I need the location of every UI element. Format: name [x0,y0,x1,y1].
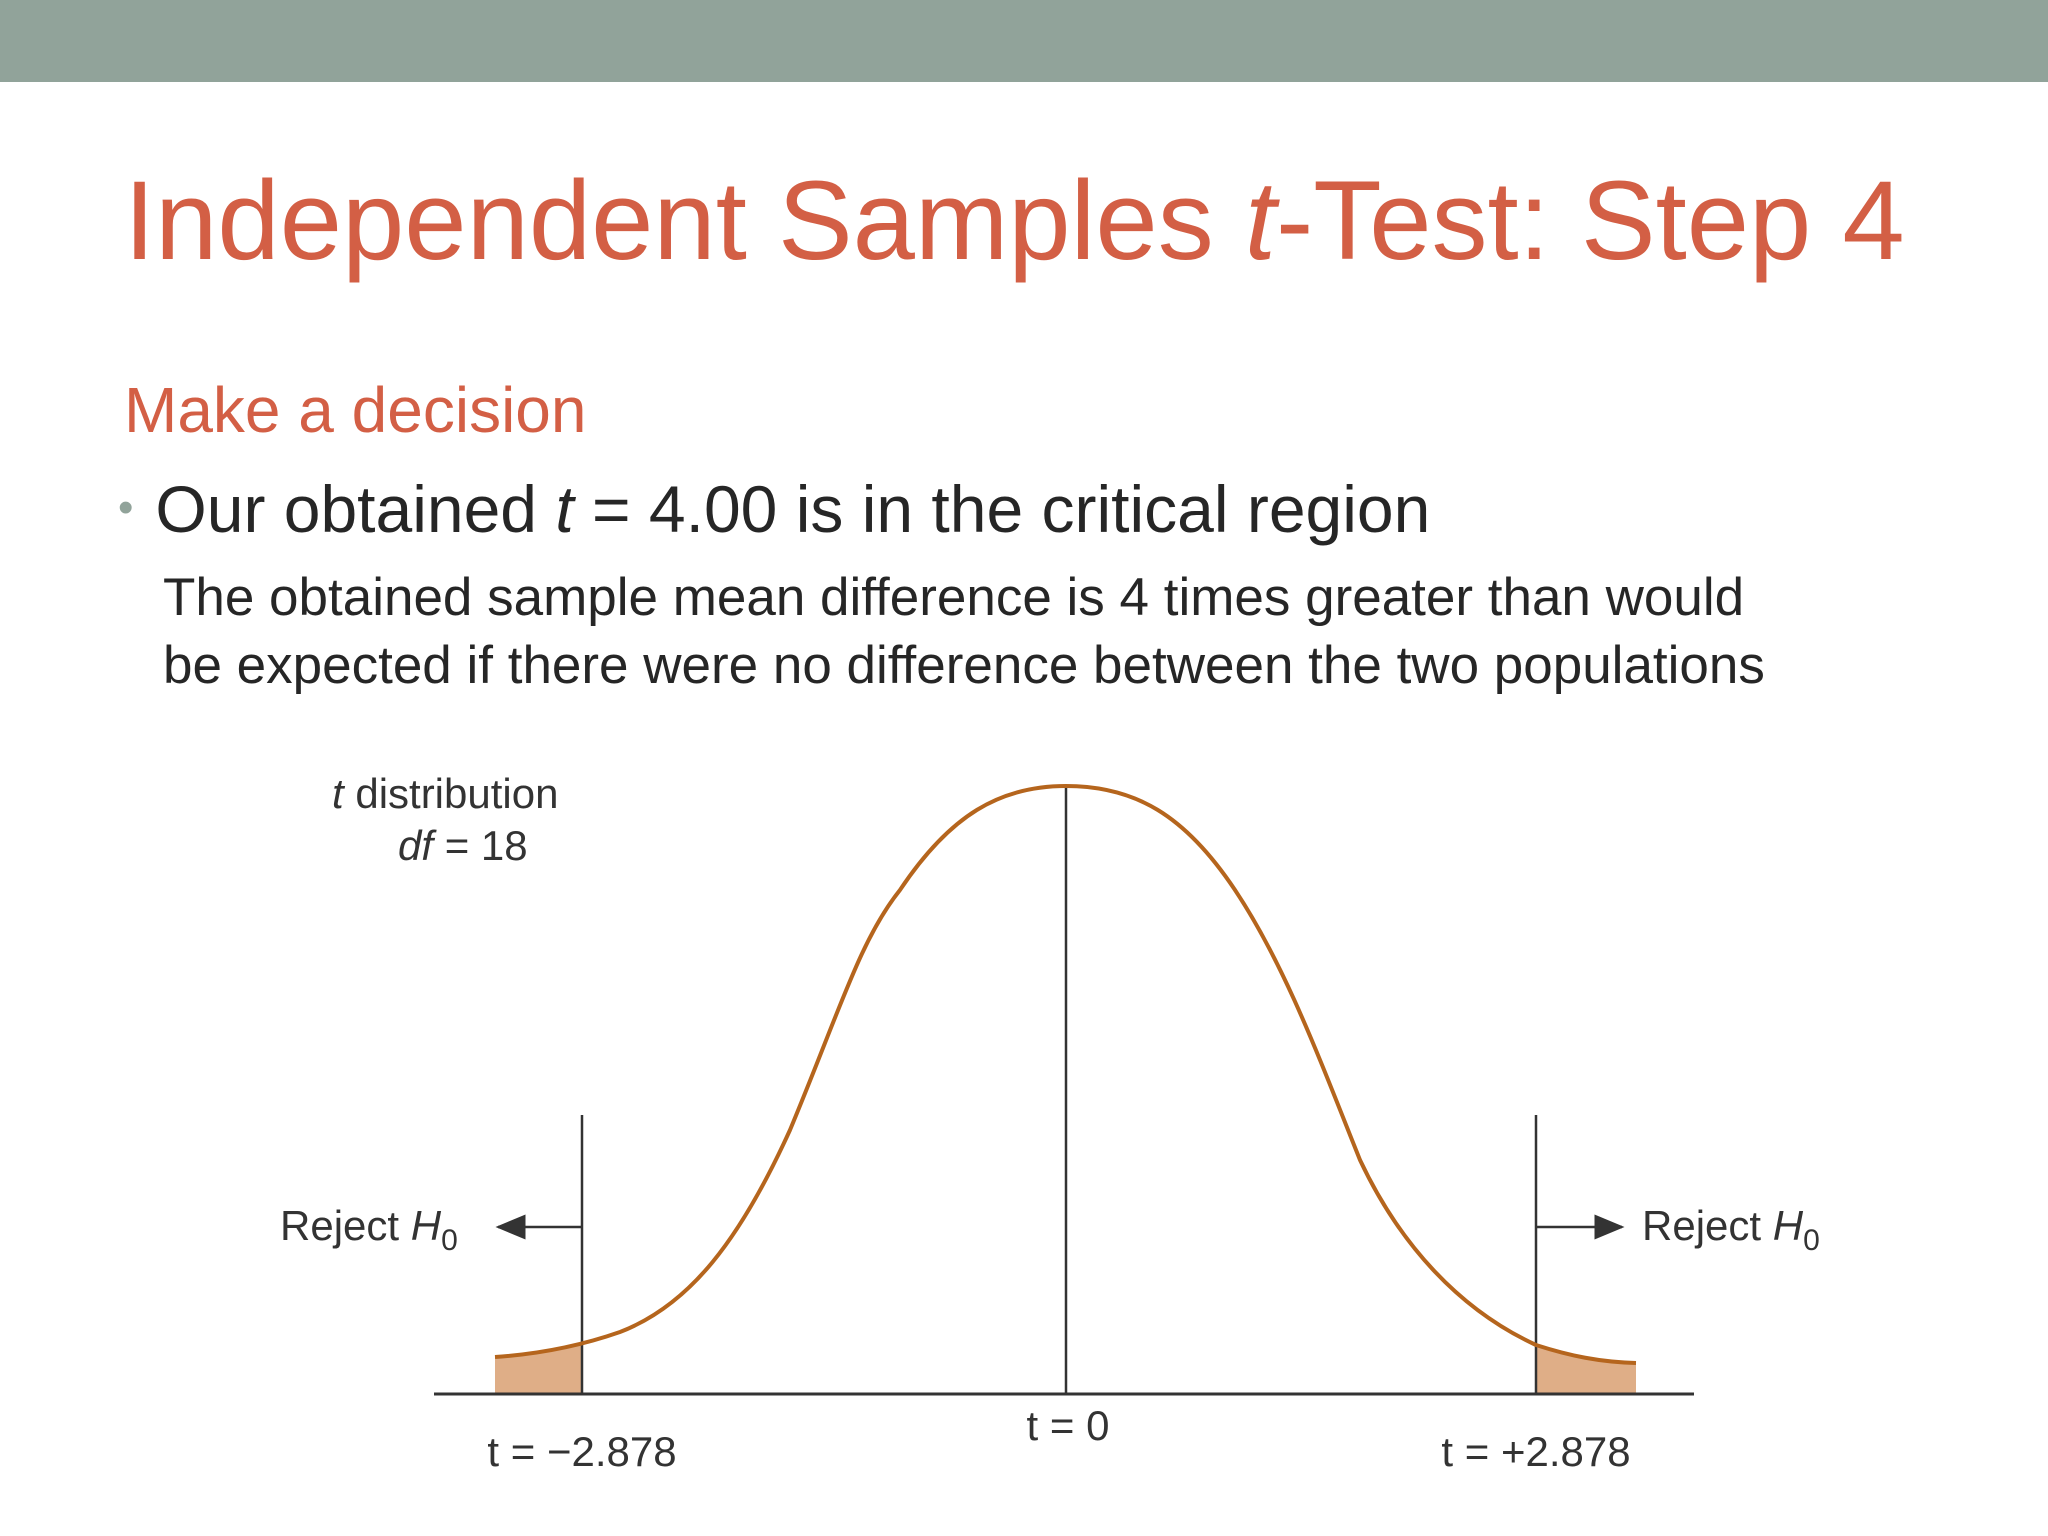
center-value: t = 0 [1027,1402,1110,1449]
bullet-dot: • [118,483,134,532]
right-tail-region [1536,1345,1636,1394]
slide-subtitle: Make a decision [124,374,587,446]
distribution-label: t distribution [332,770,558,817]
reject-left-label: Reject H0 [280,1202,458,1257]
bullet-subtext: The obtained sample mean difference is 4… [163,564,1765,700]
subtext-line-1: The obtained sample mean difference is 4… [163,568,1745,627]
left-critical-value: t = −2.878 [487,1428,676,1475]
slide-title: Independent Samples t-Test: Step 4 [124,158,1905,283]
right-critical-value: t = +2.878 [1441,1428,1630,1475]
df-label: df = 18 [398,822,528,869]
subtext-line-2: be expected if there were no difference … [163,636,1765,695]
bullet-point: • Our obtained t = 4.00 is in the critica… [118,472,1431,546]
distribution-curve [494,783,1637,1365]
reject-right-label: Reject H0 [1642,1202,1820,1257]
top-band [0,0,2048,82]
left-tail-region [495,1345,582,1394]
t-distribution-figure: t distribution df = 18 Reject H0 Reject … [280,770,1820,1475]
